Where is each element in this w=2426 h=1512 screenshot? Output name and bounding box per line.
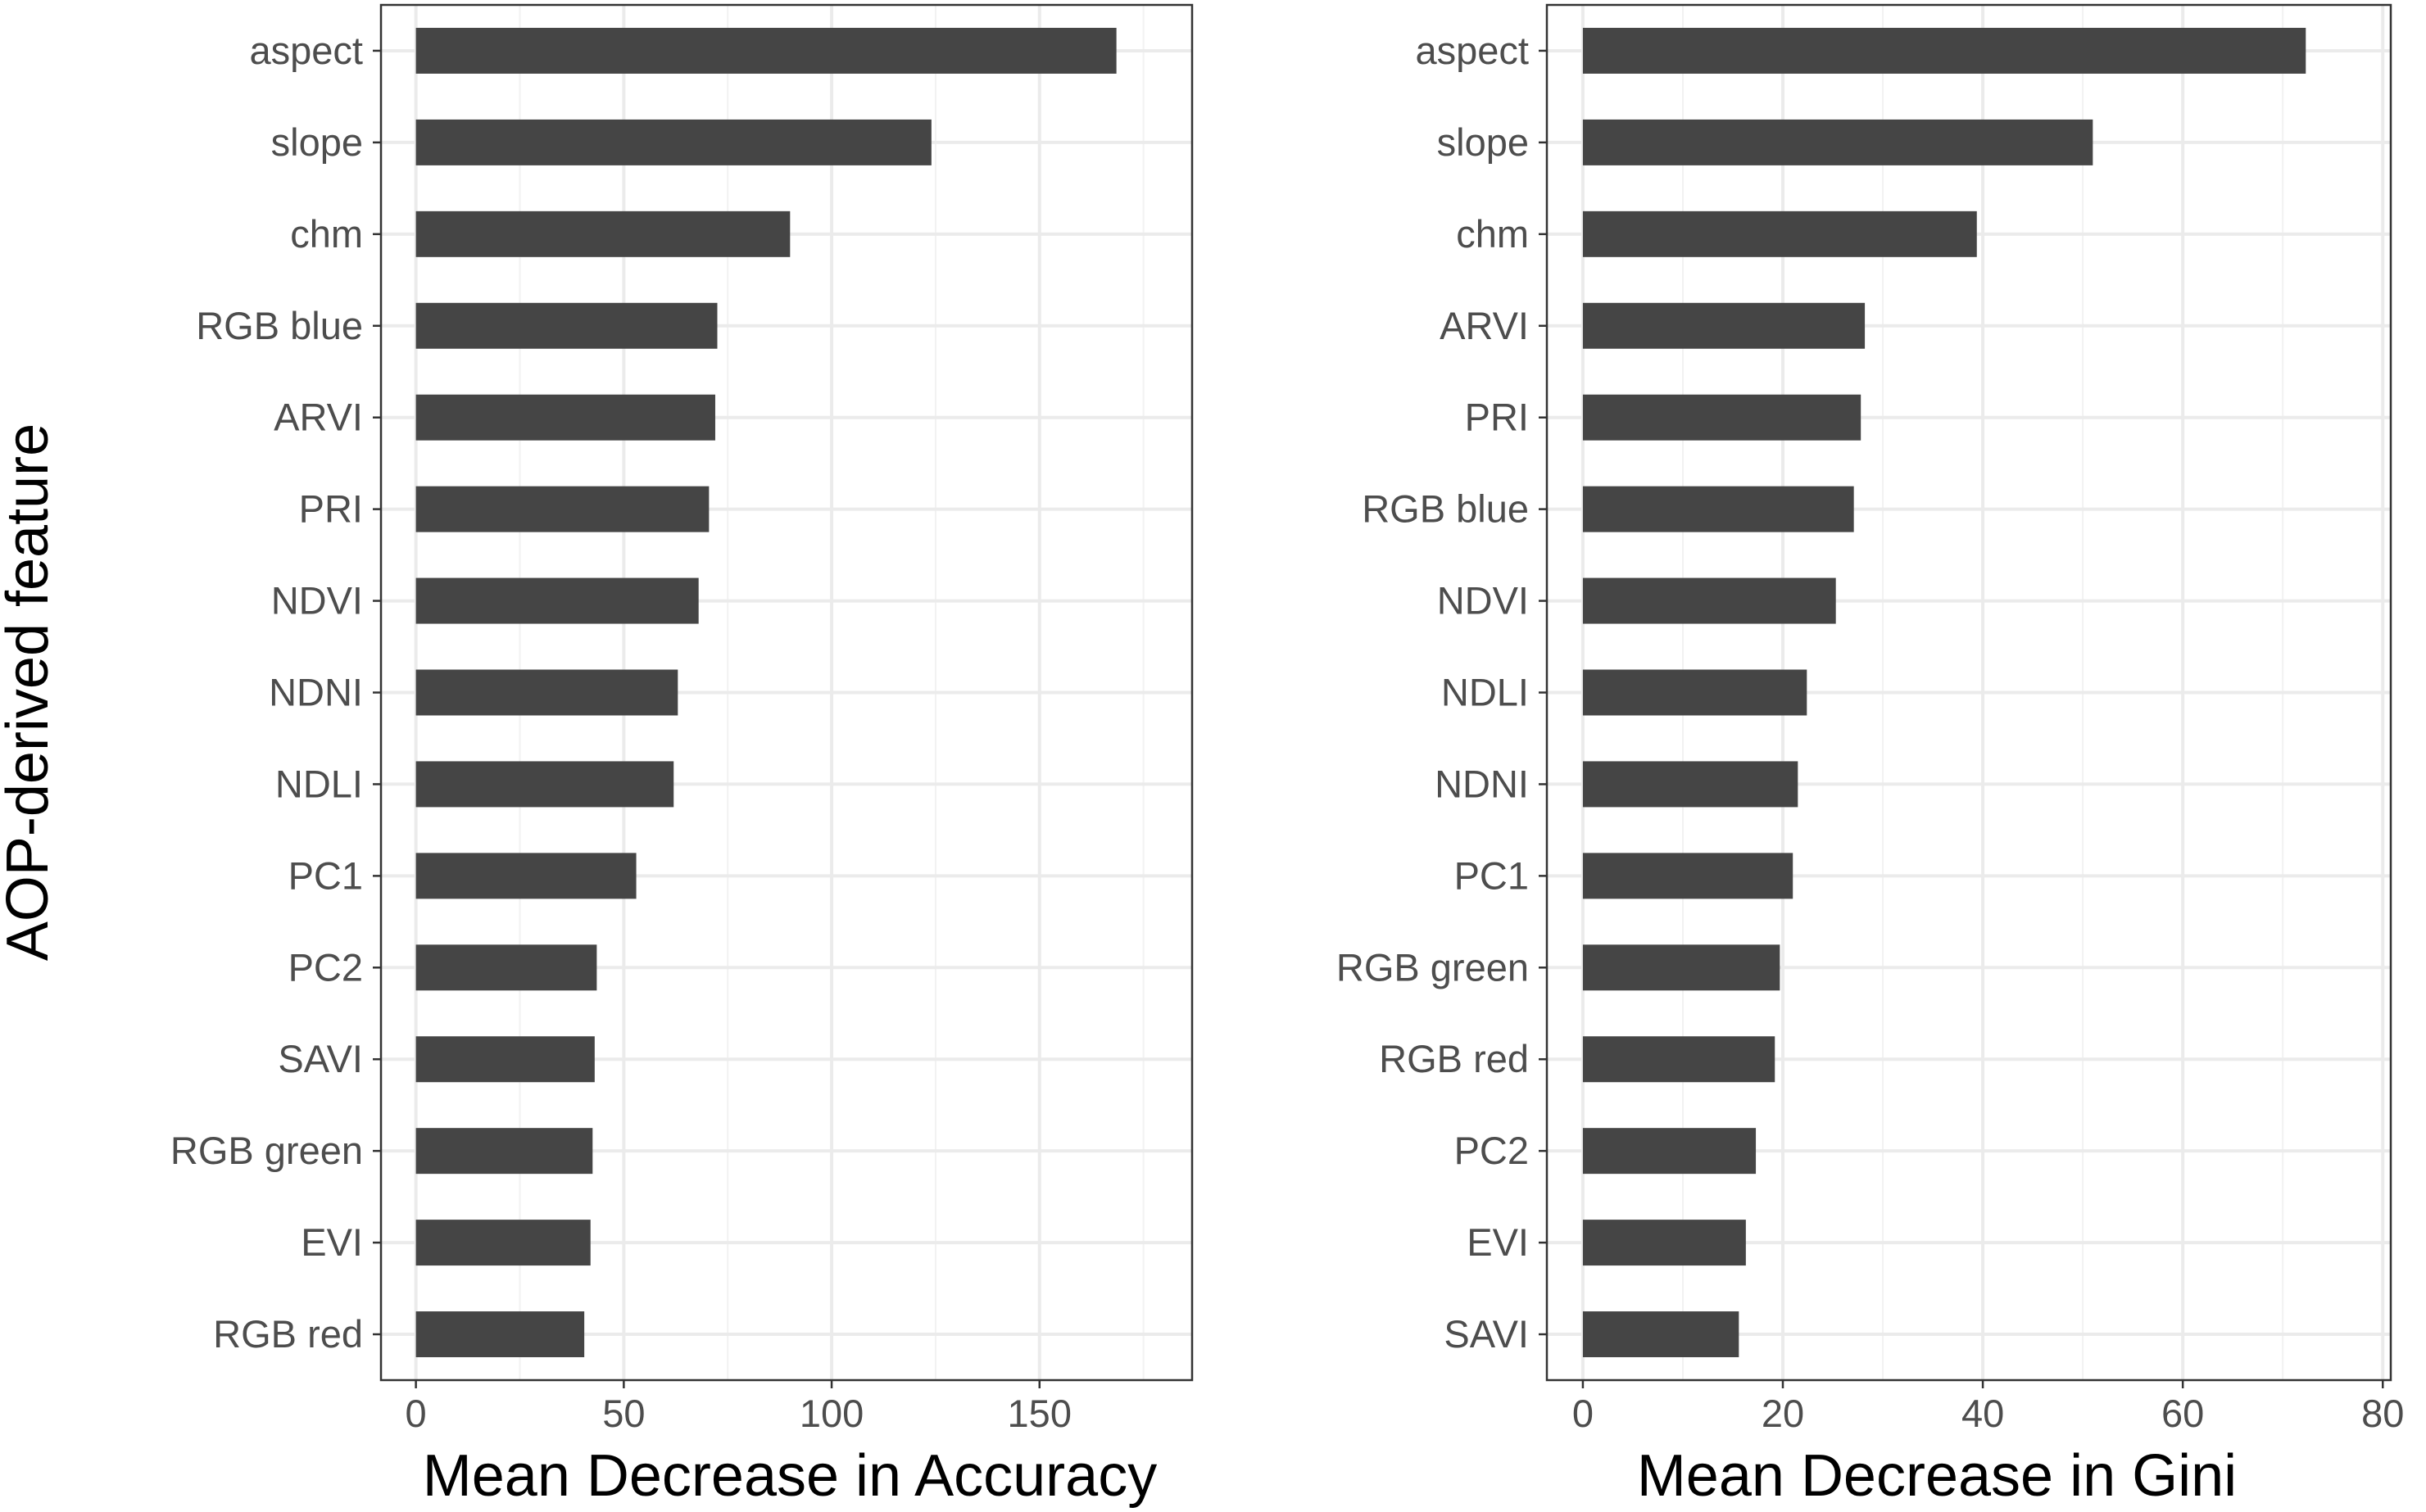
y-tick-label-accuracy-ndni: NDNI [269, 671, 363, 714]
y-tick-label-accuracy-evi: EVI [301, 1220, 363, 1264]
y-axis-title: AOP-derived feature [0, 423, 61, 961]
bar-gini-pc2 [1582, 1128, 1757, 1175]
y-tick-label-accuracy-rgb-green: RGB green [170, 1129, 363, 1172]
y-tick-label-accuracy-pc1: PC1 [288, 853, 363, 897]
bar-accuracy-slope [415, 119, 932, 165]
bar-accuracy-savi [415, 1036, 595, 1083]
bar-gini-arvi [1582, 302, 1866, 349]
x-tick-label-gini: 0 [1572, 1392, 1594, 1435]
bar-accuracy-evi [415, 1220, 591, 1266]
bar-accuracy-ndni [415, 669, 678, 716]
y-tick-label-accuracy-slope: slope [271, 120, 363, 164]
bar-gini-ndli [1582, 669, 1807, 716]
bar-gini-slope [1582, 119, 2093, 165]
bar-accuracy-chm [415, 211, 791, 257]
bar-gini-chm [1582, 211, 1977, 257]
bar-gini-rgb-green [1582, 944, 1780, 991]
bar-accuracy-ndli [415, 761, 674, 808]
bar-accuracy-rgb-green [415, 1128, 593, 1175]
bar-gini-pri [1582, 394, 1861, 441]
bar-accuracy-arvi [415, 394, 715, 441]
x-tick-label-gini: 40 [1961, 1392, 2004, 1435]
x-tick-label-accuracy: 100 [800, 1392, 864, 1435]
bar-accuracy-aspect [415, 27, 1117, 74]
bar-accuracy-pc2 [415, 944, 597, 991]
y-tick-label-accuracy-rgb-blue: RGB blue [196, 304, 363, 347]
x-tick-label-gini: 60 [2161, 1392, 2204, 1435]
y-tick-label-gini-pc1: PC1 [1454, 853, 1529, 897]
y-tick-label-accuracy-arvi: ARVI [274, 396, 363, 439]
y-tick-label-gini-ndni: NDNI [1435, 762, 1529, 805]
y-tick-label-gini-rgb-red: RGB red [1379, 1037, 1529, 1080]
bar-accuracy-pc1 [415, 853, 637, 899]
y-tick-label-gini-arvi: ARVI [1440, 304, 1529, 347]
bar-gini-ndni [1582, 761, 1798, 808]
y-tick-label-gini-rgb-green: RGB green [1336, 945, 1529, 989]
y-tick-label-accuracy-ndli: NDLI [275, 762, 363, 805]
x-tick-label-gini: 20 [1762, 1392, 1804, 1435]
y-tick-label-gini-evi: EVI [1467, 1220, 1529, 1264]
x-tick-label-accuracy: 50 [602, 1392, 645, 1435]
bar-gini-evi [1582, 1220, 1746, 1266]
bar-gini-rgb-blue [1582, 486, 1854, 532]
y-tick-label-accuracy-aspect: aspect [250, 29, 363, 72]
x-tick-label-gini: 80 [2361, 1392, 2404, 1435]
bar-gini-savi [1582, 1311, 1739, 1358]
y-tick-label-accuracy-pc2: PC2 [288, 945, 363, 989]
y-tick-label-gini-slope: slope [1437, 120, 1529, 164]
bar-accuracy-rgb-blue [415, 302, 718, 349]
bar-accuracy-ndvi [415, 577, 699, 624]
x-axis-title-gini: Mean Decrease in Gini [1637, 1443, 2237, 1509]
bar-gini-ndvi [1582, 577, 1836, 624]
accuracy-panel: aspect slope chm RGB blue ARVI PRI NDVI NDNI NDL… [170, 3, 1194, 1435]
y-tick-label-gini-ndli: NDLI [1441, 671, 1529, 714]
x-tick-label-accuracy: 0 [406, 1392, 427, 1435]
y-tick-label-accuracy-rgb-red: RGB red [213, 1312, 363, 1356]
y-tick-label-accuracy-savi: SAVI [278, 1037, 363, 1080]
bar-gini-aspect [1582, 27, 2306, 74]
y-tick-label-accuracy-ndvi: NDVI [271, 579, 363, 622]
y-tick-label-gini-aspect: aspect [1416, 29, 1529, 72]
gini-panel: aspect slope chm ARVI PRI RGB blue NDVI NDLI NDN… [1336, 3, 2404, 1435]
y-tick-label-gini-pri: PRI [1465, 396, 1529, 439]
y-tick-label-gini-savi: SAVI [1444, 1312, 1529, 1356]
bar-accuracy-rgb-red [415, 1311, 585, 1358]
y-tick-label-gini-rgb-blue: RGB blue [1362, 487, 1529, 531]
y-tick-label-gini-chm: chm [1456, 212, 1529, 256]
y-tick-label-gini-ndvi: NDVI [1437, 579, 1529, 622]
y-tick-label-gini-pc2: PC2 [1454, 1129, 1529, 1172]
bar-gini-pc1 [1582, 853, 1793, 899]
x-tick-label-accuracy: 150 [1008, 1392, 1072, 1435]
y-tick-label-accuracy-pri: PRI [299, 487, 363, 531]
x-axis-title-accuracy: Mean Decrease in Accuracy [423, 1443, 1157, 1509]
bar-accuracy-pri [415, 486, 710, 532]
bar-gini-rgb-red [1582, 1036, 1775, 1083]
y-tick-label-accuracy-chm: chm [290, 212, 363, 256]
